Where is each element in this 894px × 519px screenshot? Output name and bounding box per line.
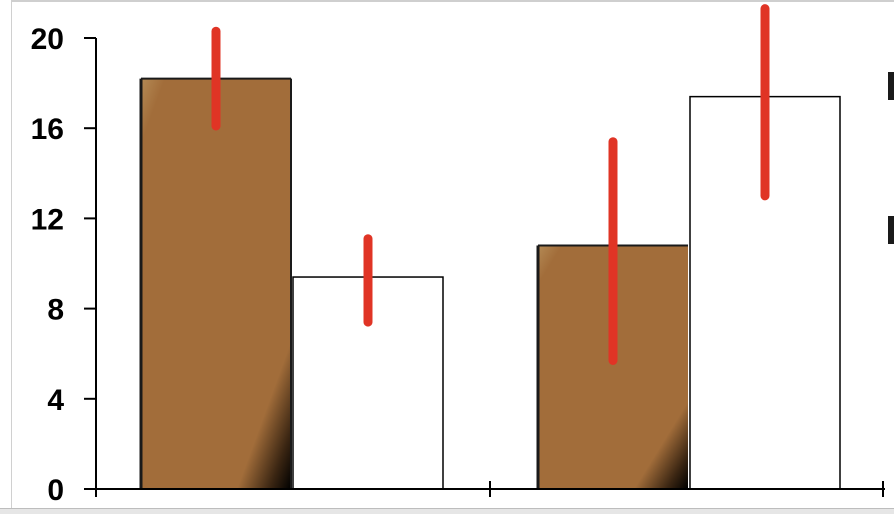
bars-layer: [139, 77, 841, 490]
legend-swatch-brown: [888, 72, 894, 100]
error-bars-layer: [211, 4, 770, 365]
legend-swatches: [888, 72, 894, 244]
y-tick-label: 20: [31, 23, 64, 56]
y-tick-label: 0: [47, 474, 64, 507]
bar-series1-group1: [141, 78, 291, 489]
axes-layer: [84, 37, 885, 497]
y-tick-label: 4: [47, 384, 64, 417]
y-tick-labels: 0 4 8 12 16 20: [31, 23, 65, 507]
legend-swatch-white: [888, 216, 894, 244]
y-tick-label: 12: [31, 203, 64, 236]
y-tick-label: 8: [47, 294, 64, 327]
y-tick-label: 16: [31, 113, 64, 146]
